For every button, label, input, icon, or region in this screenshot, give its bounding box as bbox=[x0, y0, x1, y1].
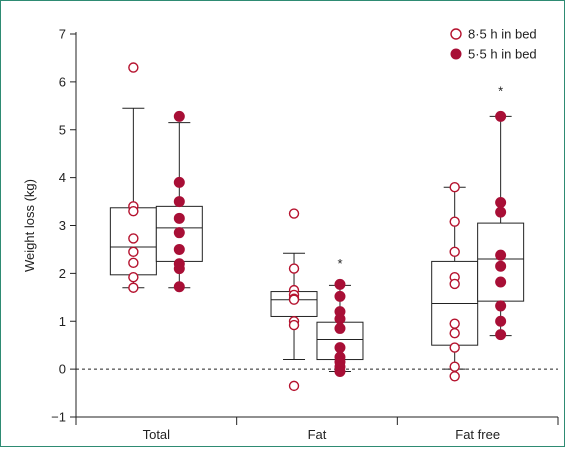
data-point-open bbox=[288, 319, 300, 331]
data-point-filled bbox=[495, 206, 507, 218]
data-point-filled bbox=[495, 300, 507, 312]
x-tick-label: Fat free bbox=[455, 427, 500, 442]
y-tick-label: 5 bbox=[59, 122, 66, 137]
legend-item-open: 8·5 h in bed bbox=[450, 27, 537, 42]
data-point-open bbox=[449, 318, 460, 329]
data-point-filled bbox=[334, 322, 346, 334]
box-open-1 bbox=[270, 208, 318, 392]
legend-marker-open bbox=[450, 28, 462, 40]
data-point-open bbox=[449, 216, 460, 227]
y-tick-label: 7 bbox=[59, 27, 66, 42]
data-point-filled bbox=[173, 212, 185, 224]
x-tick-label: Total bbox=[143, 427, 171, 442]
data-point-filled bbox=[495, 249, 507, 261]
data-point-open bbox=[128, 205, 139, 217]
data-point-filled bbox=[495, 260, 507, 272]
data-point-open bbox=[128, 62, 139, 73]
y-axis-title: Weight loss (kg) bbox=[22, 179, 37, 272]
data-point-open bbox=[288, 380, 300, 392]
legend-label: 8·5 h in bed bbox=[468, 27, 537, 42]
legend-marker-filled bbox=[450, 48, 462, 60]
y-tick-label: 3 bbox=[59, 218, 66, 233]
data-point-filled bbox=[173, 110, 185, 122]
data-point-filled bbox=[495, 329, 507, 341]
data-point-filled bbox=[495, 315, 507, 327]
data-point-filled bbox=[173, 281, 185, 293]
data-point-open bbox=[449, 328, 460, 339]
data-point-filled bbox=[173, 176, 185, 188]
data-point-open bbox=[288, 263, 300, 274]
data-point-filled bbox=[334, 290, 346, 302]
legend-label: 5·5 h in bed bbox=[468, 47, 537, 62]
box-filled-1 bbox=[316, 278, 364, 378]
data-point-filled bbox=[173, 243, 185, 255]
data-point-open bbox=[449, 342, 460, 353]
data-point-filled bbox=[495, 197, 507, 209]
data-point-filled bbox=[173, 263, 185, 275]
data-point-open bbox=[449, 371, 460, 382]
box-filled-2 bbox=[477, 110, 525, 341]
data-point-filled bbox=[495, 276, 507, 288]
data-point-open bbox=[449, 278, 460, 290]
data-point-filled bbox=[334, 313, 346, 325]
data-point-open bbox=[449, 361, 460, 372]
y-tick-label: 2 bbox=[59, 266, 66, 281]
significance-asterisk: * bbox=[498, 83, 503, 98]
data-point-open bbox=[128, 272, 139, 283]
y-tick-label: 1 bbox=[59, 314, 66, 329]
data-point-open bbox=[128, 282, 139, 293]
box-filled-0 bbox=[155, 110, 203, 293]
data-point-open bbox=[449, 181, 460, 193]
significance-asterisk: * bbox=[337, 256, 342, 271]
data-point-filled bbox=[334, 278, 346, 290]
data-point-filled bbox=[334, 342, 346, 354]
legend-item-filled: 5·5 h in bed bbox=[450, 47, 537, 62]
data-point-filled bbox=[173, 227, 185, 239]
data-point-open bbox=[128, 257, 139, 269]
data-point-filled bbox=[495, 110, 507, 122]
data-point-filled bbox=[334, 366, 346, 378]
box-open-2 bbox=[431, 181, 479, 382]
data-point-open bbox=[449, 246, 460, 258]
data-point-open bbox=[128, 233, 139, 244]
data-point-filled bbox=[173, 196, 185, 208]
data-point-open bbox=[128, 246, 139, 258]
y-tick-label: 6 bbox=[59, 74, 66, 89]
data-point-open bbox=[288, 294, 300, 305]
y-tick-label: 4 bbox=[59, 170, 66, 185]
data-point-open bbox=[288, 208, 300, 219]
y-tick-label: −1 bbox=[51, 410, 66, 425]
x-tick-label: Fat bbox=[308, 427, 327, 442]
box-open-0 bbox=[109, 62, 157, 293]
y-tick-label: 0 bbox=[59, 362, 66, 377]
